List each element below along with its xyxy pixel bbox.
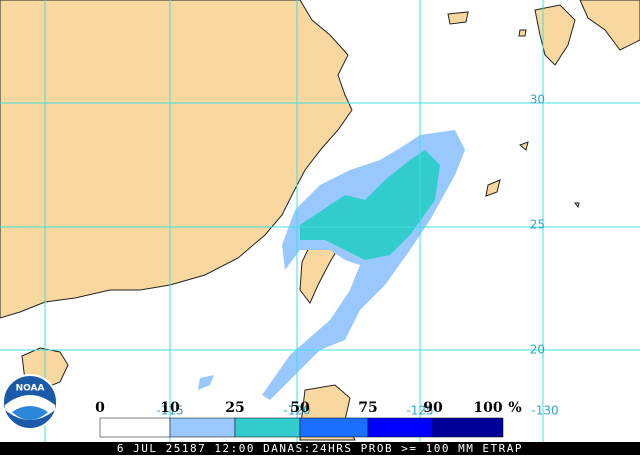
legend-swatch bbox=[299, 417, 369, 438]
precipitation bbox=[198, 130, 465, 400]
legend-swatch bbox=[234, 417, 301, 438]
graticule bbox=[0, 0, 640, 442]
caption-bar bbox=[0, 442, 640, 455]
legend-label: 100 bbox=[473, 400, 502, 416]
lat-label: 25 bbox=[530, 218, 545, 232]
lon-label: -130 bbox=[531, 404, 558, 418]
legend-label: 25 bbox=[225, 400, 244, 416]
legend-label: 10 bbox=[160, 400, 180, 416]
legend-label: 75 bbox=[358, 400, 377, 416]
legend-unit: % bbox=[508, 400, 521, 416]
legend: 0 10 25 50 75 90 100% bbox=[95, 400, 522, 438]
legend-label: 0 bbox=[95, 400, 105, 416]
legend-swatch bbox=[99, 417, 171, 438]
lat-label: 30 bbox=[530, 93, 545, 107]
legend-label: 90 bbox=[423, 400, 443, 416]
lon-label: -125 bbox=[406, 404, 433, 418]
lat-label: 20 bbox=[530, 343, 545, 357]
noaa-logo: NOAA bbox=[2, 374, 58, 430]
legend-swatch bbox=[169, 417, 236, 438]
caption: 6 JUL 25187 12:00 DANAS:24HRS PROB >= 10… bbox=[117, 442, 523, 455]
lon-labels: -115 -120 -125 -130 bbox=[156, 404, 558, 418]
legend-swatch bbox=[367, 417, 434, 438]
lat-labels: 30 25 20 bbox=[530, 93, 545, 357]
lon-label: -120 bbox=[283, 404, 310, 418]
legend-swatch bbox=[432, 417, 504, 438]
lon-label: -115 bbox=[156, 404, 183, 418]
logo-text: NOAA bbox=[16, 384, 45, 394]
legend-label: 50 bbox=[290, 400, 310, 416]
